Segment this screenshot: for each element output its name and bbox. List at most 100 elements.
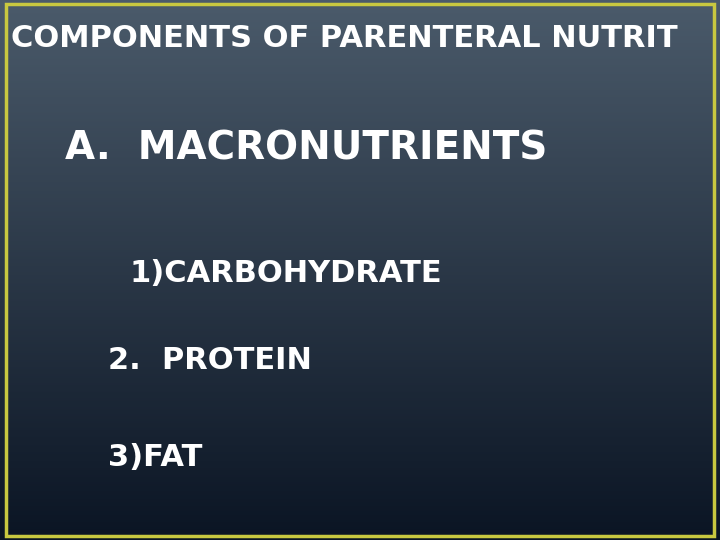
Bar bbox=[0, 110, 720, 112]
Text: 2.  PROTEIN: 2. PROTEIN bbox=[108, 346, 312, 375]
Bar bbox=[0, 501, 720, 502]
Bar bbox=[0, 340, 720, 342]
Bar bbox=[0, 128, 720, 130]
Bar bbox=[0, 50, 720, 52]
Bar bbox=[0, 189, 720, 191]
Bar bbox=[0, 27, 720, 29]
Bar bbox=[0, 398, 720, 400]
Bar bbox=[0, 124, 720, 126]
Bar bbox=[0, 488, 720, 490]
Bar bbox=[0, 86, 720, 88]
Bar bbox=[0, 274, 720, 275]
Bar bbox=[0, 439, 720, 441]
Bar bbox=[0, 430, 720, 432]
Bar bbox=[0, 66, 720, 69]
Bar bbox=[0, 54, 720, 56]
Bar bbox=[0, 417, 720, 420]
Bar bbox=[0, 383, 720, 385]
Bar bbox=[0, 227, 720, 228]
Text: COMPONENTS OF PARENTERAL NUTRIT: COMPONENTS OF PARENTERAL NUTRIT bbox=[11, 24, 678, 53]
Bar bbox=[0, 198, 720, 200]
Bar bbox=[0, 525, 720, 528]
Bar bbox=[0, 268, 720, 270]
Bar bbox=[0, 131, 720, 133]
Bar bbox=[0, 11, 720, 12]
Bar bbox=[0, 339, 720, 340]
Bar bbox=[0, 315, 720, 317]
Bar bbox=[0, 421, 720, 423]
Bar bbox=[0, 184, 720, 185]
Bar bbox=[0, 416, 720, 417]
Bar bbox=[0, 299, 720, 301]
Bar bbox=[0, 475, 720, 477]
Bar bbox=[0, 355, 720, 356]
Bar bbox=[0, 302, 720, 304]
Bar bbox=[0, 491, 720, 493]
Bar bbox=[0, 160, 720, 162]
Bar bbox=[0, 25, 720, 27]
Bar bbox=[0, 524, 720, 525]
Bar bbox=[0, 140, 720, 142]
Bar bbox=[0, 243, 720, 245]
Bar bbox=[0, 504, 720, 506]
Bar bbox=[0, 536, 720, 538]
Bar bbox=[0, 126, 720, 128]
Bar bbox=[0, 309, 720, 312]
Bar bbox=[0, 353, 720, 355]
Bar bbox=[0, 250, 720, 252]
Bar bbox=[0, 241, 720, 243]
Bar bbox=[0, 380, 720, 382]
Bar bbox=[0, 108, 720, 110]
Bar bbox=[0, 324, 720, 326]
Bar bbox=[0, 373, 720, 374]
Bar bbox=[0, 394, 720, 396]
Bar bbox=[0, 346, 720, 347]
Bar bbox=[0, 96, 720, 97]
Bar bbox=[0, 205, 720, 207]
Bar bbox=[0, 385, 720, 387]
Bar bbox=[0, 396, 720, 398]
Bar bbox=[0, 193, 720, 194]
Bar bbox=[0, 112, 720, 113]
Bar bbox=[0, 369, 720, 371]
Bar bbox=[0, 42, 720, 43]
Bar bbox=[0, 119, 720, 120]
Bar bbox=[0, 374, 720, 376]
Bar bbox=[0, 520, 720, 522]
Bar bbox=[0, 529, 720, 531]
Bar bbox=[0, 12, 720, 15]
Bar bbox=[0, 486, 720, 488]
Bar bbox=[0, 142, 720, 144]
Bar bbox=[0, 171, 720, 173]
Bar bbox=[0, 81, 720, 83]
Bar bbox=[0, 347, 720, 349]
Bar bbox=[0, 333, 720, 335]
Bar bbox=[0, 212, 720, 214]
Bar bbox=[0, 470, 720, 471]
Bar bbox=[0, 45, 720, 47]
Bar bbox=[0, 266, 720, 268]
Bar bbox=[0, 99, 720, 101]
Bar bbox=[0, 92, 720, 93]
Bar bbox=[0, 382, 720, 383]
Bar bbox=[0, 221, 720, 223]
Bar bbox=[0, 270, 720, 272]
Bar bbox=[0, 43, 720, 45]
Bar bbox=[0, 103, 720, 104]
Bar bbox=[0, 517, 720, 518]
Bar bbox=[0, 463, 720, 464]
Bar bbox=[0, 115, 720, 117]
Bar bbox=[0, 239, 720, 241]
Bar bbox=[0, 234, 720, 236]
Bar bbox=[0, 120, 720, 123]
Bar bbox=[0, 336, 720, 339]
Bar bbox=[0, 258, 720, 259]
Bar bbox=[0, 263, 720, 265]
Bar bbox=[0, 471, 720, 474]
Bar bbox=[0, 434, 720, 436]
Bar bbox=[0, 255, 720, 258]
Bar bbox=[0, 23, 720, 25]
Bar bbox=[0, 443, 720, 444]
Bar bbox=[0, 432, 720, 434]
Bar bbox=[0, 101, 720, 103]
